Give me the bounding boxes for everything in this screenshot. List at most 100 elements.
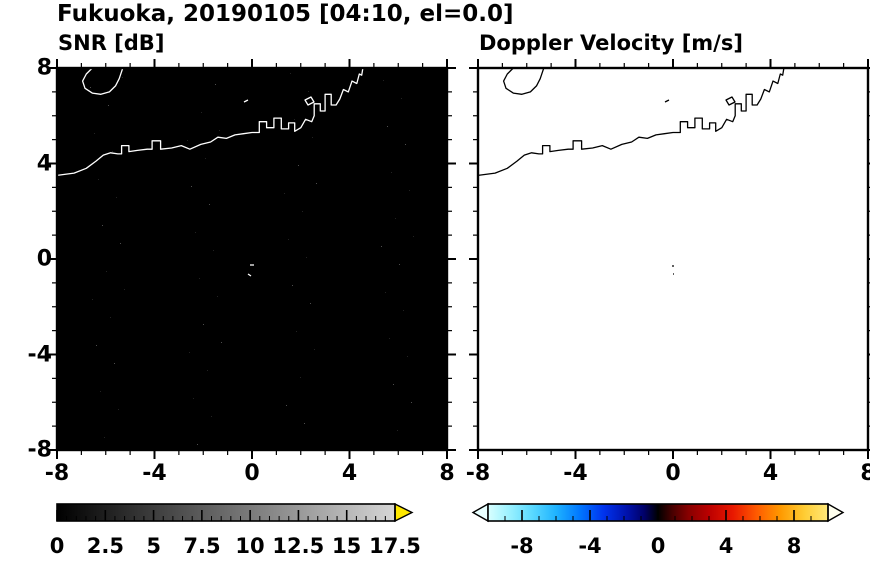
snr-y-axis-labels: 8 4 0 -4 -8 [8, 56, 52, 463]
noise-speck [308, 91, 309, 92]
noise-speck [286, 405, 287, 406]
coastline-white [56, 67, 364, 277]
noise-speck [306, 257, 307, 258]
noise-speck [288, 239, 289, 240]
tick-label: 17.5 [369, 534, 421, 558]
snr-colorbar-labels: 0 2.5 5 7.5 10 12.5 15 17.5 [50, 534, 421, 560]
doppler-panel [469, 59, 870, 459]
tick-label: 0 [244, 461, 260, 486]
noise-speck [193, 398, 194, 399]
noise-speck [195, 232, 196, 233]
noise-speck [316, 183, 317, 184]
noise-speck [381, 246, 382, 247]
noise-speck [403, 310, 404, 311]
noise-speck [383, 80, 384, 81]
breakwater-marks-path [243, 96, 315, 277]
snr-colorbar [56, 502, 414, 523]
snr-panel-title: SNR [dB] [58, 31, 165, 55]
noise-speck [106, 271, 107, 272]
noise-speck [197, 444, 198, 445]
noise-speck [187, 140, 188, 141]
noise-speck [100, 391, 101, 392]
noise-speck [94, 133, 95, 134]
tick-label: 8 [439, 461, 455, 486]
noise-speck [413, 236, 414, 237]
noise-speck [191, 186, 192, 187]
noise-speck [211, 416, 212, 417]
noise-speck [292, 285, 293, 286]
breakwater-marks-path [664, 96, 736, 275]
tick-label: 12.5 [272, 534, 325, 558]
noise-speck [314, 349, 315, 350]
noise-speck [219, 130, 220, 131]
tick-label: -4 [27, 342, 52, 367]
noise-speck [302, 211, 303, 212]
noise-speck [90, 87, 91, 88]
noise-speck [215, 84, 216, 85]
noise-speck [209, 204, 210, 205]
noise-speck [217, 296, 218, 297]
noise-speck [294, 119, 295, 120]
tick-label: 0 [49, 534, 65, 558]
tick-label: 4 [36, 151, 52, 176]
island-outline-path [502, 67, 545, 95]
tick-label: 15 [332, 534, 362, 558]
noise-speck [199, 278, 200, 279]
noise-speck [116, 197, 117, 198]
coastline-main-path [477, 67, 785, 177]
doppler-colorbar-labels: -8 -4 0 4 8 [488, 534, 828, 560]
tick-label: 7.5 [183, 534, 221, 558]
tick-label: 0 [665, 461, 681, 486]
noise-speck [304, 423, 305, 424]
tick-label: 0 [36, 246, 52, 272]
noise-speck [298, 165, 299, 166]
doppler-x-axis-labels: -8 -4 0 4 8 [466, 461, 870, 487]
snr-panel-background [57, 68, 447, 450]
tick-label: -4 [563, 461, 588, 486]
tick-label: 10 [235, 534, 265, 558]
noise-speck [310, 303, 311, 304]
tick-label: -8 [44, 461, 70, 486]
noise-speck [312, 137, 313, 138]
noise-speck [407, 356, 408, 357]
noise-speck [389, 338, 390, 339]
doppler-colorbar [471, 502, 845, 523]
noise-speck [411, 402, 412, 403]
noise-speck [395, 218, 396, 219]
noise-speck [114, 363, 115, 364]
noise-speck [385, 292, 386, 293]
tick-label: -4 [578, 534, 602, 558]
tick-label: 4 [762, 461, 779, 486]
noise-speck [201, 112, 202, 113]
coastline-black [477, 67, 785, 275]
tick-label: 4 [341, 461, 358, 486]
coastline-main-path [56, 67, 364, 177]
tick-label: 8 [36, 55, 52, 81]
tick-label: 4 [718, 534, 734, 558]
snr-colorbar-gradient [57, 504, 395, 521]
noise-speck [122, 77, 123, 78]
noise-speck [118, 409, 119, 410]
noise-speck [397, 430, 398, 431]
noise-speck [112, 151, 113, 152]
noise-speck [296, 331, 297, 332]
noise-speck [124, 289, 125, 290]
noise-speck [92, 299, 93, 300]
noise-speck [284, 193, 285, 194]
noise-speck [391, 172, 392, 173]
noise-speckles [90, 73, 414, 445]
doppler-colorbar-over-arrow-icon [827, 502, 845, 523]
snr-x-axis-labels: -8 -4 0 4 8 [45, 461, 455, 487]
tick-label: -4 [142, 461, 167, 486]
snr-colorbar-over-arrow-icon [394, 502, 414, 523]
doppler-panel-background [478, 68, 868, 450]
tick-label: -8 [27, 437, 52, 463]
noise-speck [401, 98, 402, 99]
tick-label: 8 [860, 461, 870, 486]
noise-speck [102, 225, 103, 226]
snr-panel [48, 59, 456, 459]
tick-label: -8 [465, 461, 491, 486]
noise-speck [399, 264, 400, 265]
noise-speck [189, 352, 190, 353]
noise-speck [300, 377, 301, 378]
